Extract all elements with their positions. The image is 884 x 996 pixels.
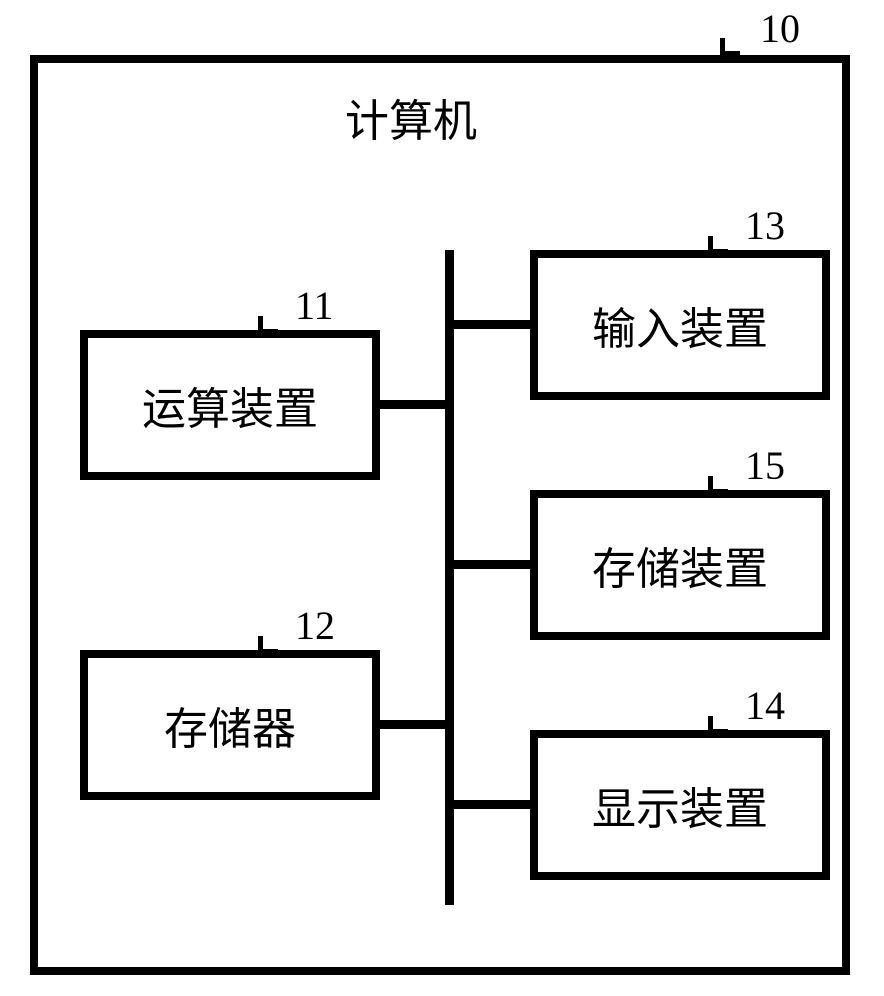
ref-label-b14: 14 — [745, 682, 785, 729]
outer-ref-tick — [720, 38, 740, 56]
block-label: 运算装置 — [142, 373, 318, 437]
ref-tick-b11 — [258, 316, 278, 334]
block-label: 存储器 — [164, 693, 296, 757]
ref-tick-b13 — [708, 236, 728, 254]
connector-b14 — [454, 800, 530, 809]
block-b11: 运算装置 — [80, 330, 380, 480]
connector-b13 — [454, 320, 530, 329]
block-label: 存储装置 — [592, 533, 768, 597]
ref-tick-b14 — [708, 716, 728, 734]
connector-b15 — [454, 560, 530, 569]
outer-ref: 10 — [760, 5, 800, 52]
block-b15: 存储装置 — [530, 490, 830, 640]
block-label: 显示装置 — [592, 773, 768, 837]
block-b12: 存储器 — [80, 650, 380, 800]
block-b13: 输入装置 — [530, 250, 830, 400]
block-label: 输入装置 — [592, 293, 768, 357]
block-b14: 显示装置 — [530, 730, 830, 880]
diagram-root: 计算机 10 运算装置 11 存储器 12 输入装置 13 存储装置 15 显示装置 14 — [0, 0, 884, 996]
bus-line — [445, 250, 454, 905]
ref-label-b15: 15 — [745, 442, 785, 489]
ref-tick-b15 — [708, 476, 728, 494]
ref-label-b13: 13 — [745, 202, 785, 249]
connector-b11 — [380, 400, 445, 409]
ref-label-b12: 12 — [295, 602, 335, 649]
ref-label-b11: 11 — [295, 282, 334, 329]
outer-title: 计算机 — [345, 85, 477, 149]
ref-tick-b12 — [258, 636, 278, 654]
connector-b12 — [380, 720, 445, 729]
